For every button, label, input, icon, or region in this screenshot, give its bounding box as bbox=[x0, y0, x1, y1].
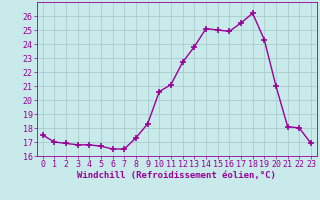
X-axis label: Windchill (Refroidissement éolien,°C): Windchill (Refroidissement éolien,°C) bbox=[77, 171, 276, 180]
